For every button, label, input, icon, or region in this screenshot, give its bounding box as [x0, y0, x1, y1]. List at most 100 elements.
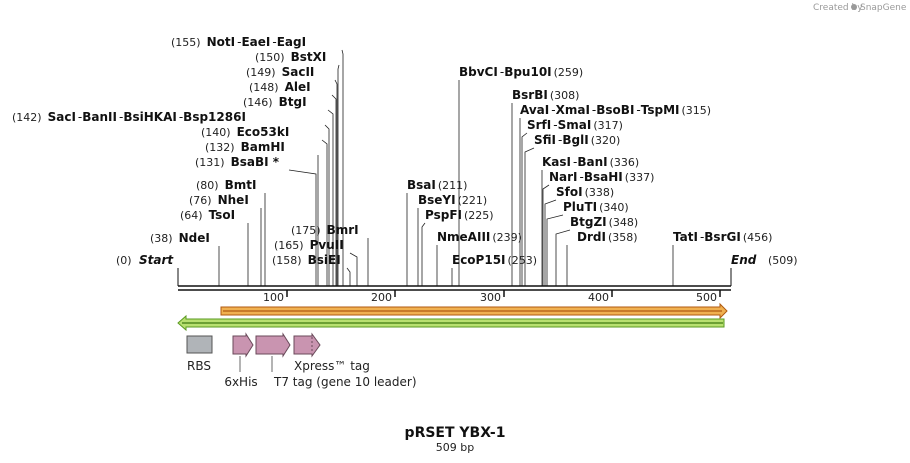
site-separator: - — [553, 118, 557, 132]
site-label-bmti[interactable]: (80) BmtI — [196, 178, 256, 192]
cut-line-sfii — [524, 147, 535, 286]
cut-line-srfi — [521, 132, 528, 286]
enzyme-name: BanI — [577, 155, 607, 169]
enzyme-name: BseYI — [418, 193, 456, 207]
site-label-tati[interactable]: TatI - BsrGI (456) — [673, 230, 772, 244]
enzyme-name: SacII — [282, 65, 315, 79]
enzyme-name: PspFI — [425, 208, 462, 222]
xpress-tag-feature[interactable] — [293, 332, 321, 358]
enzyme-name: Eco53kI — [237, 125, 290, 139]
restriction-site-labels: (155) NotI - EaeI - EagI (150) BstXI (149) Sa… — [12, 35, 772, 267]
site-label-sacii[interactable]: (149) SacII — [246, 65, 314, 79]
site-label-ndei[interactable]: (38) NdeI — [150, 231, 210, 245]
cut-line-alei — [331, 94, 337, 286]
cut-line-btgzi — [555, 229, 571, 286]
site-label-alei[interactable]: (148) AleI — [249, 80, 311, 94]
site-label-btgi[interactable]: (146) BtgI — [243, 95, 307, 109]
cut-line-pluti — [546, 214, 564, 286]
rbs-feature[interactable] — [186, 335, 213, 354]
ruler-tick-label: 300 — [480, 291, 501, 304]
site-position: (158) — [272, 254, 302, 267]
site-label-nmeaiii[interactable]: NmeAIII (239) — [437, 230, 522, 244]
site-label-avai[interactable]: AvaI - XmaI - BsoBI - TspMI (315) — [520, 103, 711, 117]
t7-tag-feature[interactable] — [255, 332, 291, 358]
site-separator: - — [119, 110, 123, 124]
site-label-bstxi[interactable]: (150) BstXI — [255, 50, 326, 64]
enzyme-name: BanII — [82, 110, 117, 124]
site-label-ecop15i[interactable]: EcoP15I (253) — [452, 253, 537, 267]
site-position: (149) — [246, 66, 276, 79]
site-label-sfoi[interactable]: SfoI (338) — [556, 185, 614, 199]
cut-line-pvuii — [349, 252, 358, 286]
enzyme-name: SacI — [48, 110, 76, 124]
enzyme-name: NarI — [549, 170, 578, 184]
site-label-bsiei[interactable]: (158) BsiEI — [272, 253, 341, 267]
cut-line-bsabi — [288, 169, 317, 286]
site-label-nari[interactable]: NarI - BsaHI (337) — [549, 170, 654, 184]
site-label-bmri[interactable]: (175) BmrI — [291, 223, 359, 237]
site-label-bseyi[interactable]: BseYI (221) — [418, 193, 487, 207]
site-separator: - — [179, 110, 183, 124]
site-separator: - — [78, 110, 82, 124]
site-label-eco53ki[interactable]: (140) Eco53kI — [201, 125, 289, 139]
site-label-btgzi[interactable]: BtgZI (348) — [570, 215, 638, 229]
site-label-pluti[interactable]: PluTI (340) — [563, 200, 629, 214]
cut-line-btgi — [327, 109, 334, 286]
site-label-tsoi[interactable]: (64) TsoI — [180, 208, 235, 222]
site-label-bsrbi[interactable]: BsrBI (308) — [512, 88, 579, 102]
site-position: (80) — [196, 179, 219, 192]
enzyme-name: NheI — [218, 193, 249, 207]
enzyme-name: PluTI — [563, 200, 597, 214]
site-position: (358) — [608, 231, 638, 244]
enzyme-name: SrfI — [527, 118, 551, 132]
enzyme-name: BsaHI — [584, 170, 623, 184]
site-position: (211) — [438, 179, 468, 192]
site-label-sfii[interactable]: SfiI - BglI (320) — [534, 133, 620, 147]
site-label-pvuii[interactable]: (165) PvuII — [274, 238, 344, 252]
ruler-tick-label: 400 — [588, 291, 609, 304]
site-label-bamhi[interactable]: (132) BamHI — [205, 140, 285, 154]
credit-brand: SnapGene — [860, 3, 907, 13]
site-label-drdi[interactable]: DrdI (358) — [577, 230, 638, 244]
site-label-bsabi[interactable]: (131) BsaBI * — [195, 155, 280, 169]
site-label-srfi[interactable]: SrfI - SmaI (317) — [527, 118, 623, 132]
site-label-pspfi[interactable]: PspFI (225) — [425, 208, 494, 222]
enzyme-name: KasI — [542, 155, 571, 169]
his-tag-feature[interactable] — [232, 332, 254, 358]
enzyme-name: BmrI — [327, 223, 359, 237]
site-label-nhei[interactable]: (76) NheI — [189, 193, 249, 207]
site-label-noti[interactable]: (155) NotI - EaeI - EagI — [171, 35, 306, 49]
site-position: (150) — [255, 51, 285, 64]
site-position: (239) — [492, 231, 522, 244]
snapgene-logo-icon — [851, 4, 857, 10]
enzyme-name: BsiEI — [308, 253, 341, 267]
site-label-bbvci[interactable]: BbvCI - Bpu10I (259) — [459, 65, 583, 79]
ruler-tick-label: 500 — [696, 291, 717, 304]
t7-label: T7 tag (gene 10 leader) — [273, 375, 417, 389]
site-separator: - — [558, 133, 562, 147]
site-position: (142) — [12, 111, 42, 124]
cut-line-bstxi — [337, 64, 340, 286]
site-label-bsai[interactable]: BsaI (211) — [407, 178, 467, 192]
enzyme-name: SfoI — [556, 185, 583, 199]
map-subtitle: 509 bp — [436, 441, 474, 454]
cut-line-bsiei — [346, 267, 351, 286]
enzyme-name: BtgI — [279, 95, 307, 109]
site-position: (38) — [150, 232, 173, 245]
enzyme-name: BsoBI — [596, 103, 634, 117]
enzyme-name: XmaI — [556, 103, 590, 117]
enzyme-name: SfiI — [534, 133, 556, 147]
enzyme-name: EcoP15I — [452, 253, 506, 267]
enzyme-name: TspMI — [641, 103, 680, 117]
enzyme-name: AvaI — [520, 103, 549, 117]
site-position: (155) — [171, 36, 201, 49]
site-position: (148) — [249, 81, 279, 94]
site-position: (317) — [593, 119, 623, 132]
enzyme-name: BtgZI — [570, 215, 607, 229]
enzyme-name: DrdI — [577, 230, 606, 244]
site-separator: - — [237, 35, 241, 49]
site-label-saci[interactable]: (142) SacI - BanII - BsiHKAI - Bsp1286I — [12, 110, 246, 124]
site-label-kasi[interactable]: KasI - BanI (336) — [542, 155, 639, 169]
rbs-label: RBS — [187, 359, 211, 373]
